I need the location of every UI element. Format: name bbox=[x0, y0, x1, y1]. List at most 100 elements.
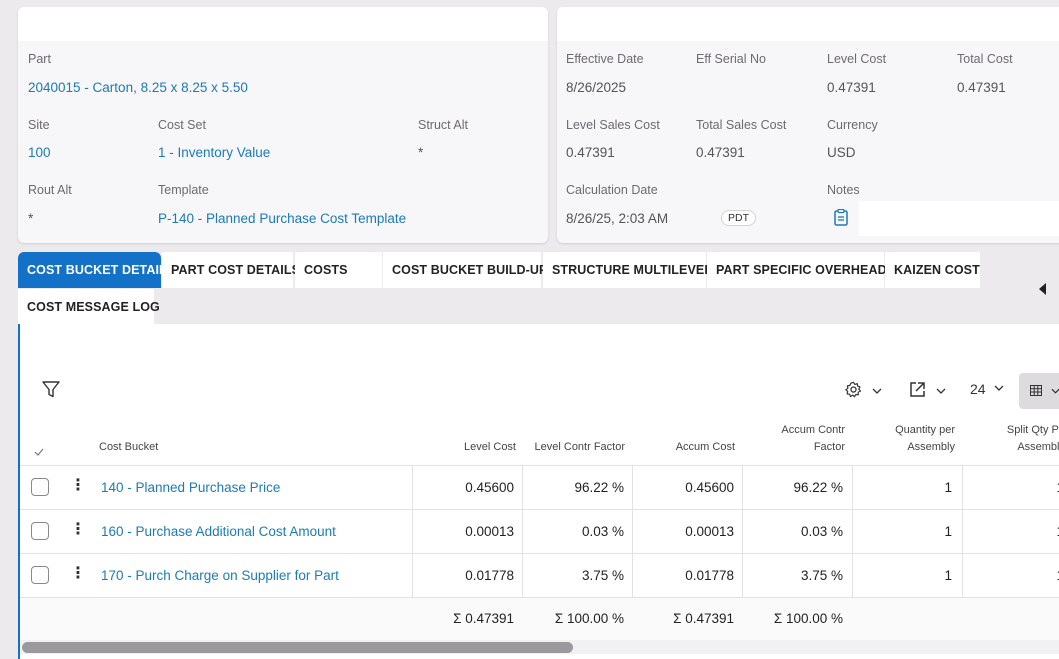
export-menu[interactable] bbox=[909, 381, 946, 401]
chevron-down-icon bbox=[1051, 388, 1059, 394]
horizontal-scrollbar-thumb[interactable] bbox=[22, 642, 573, 653]
table-row[interactable]: ⋮ 170 - Purch Charge on Supplier for Par… bbox=[20, 554, 1059, 597]
level-sales-cost-label: Level Sales Cost bbox=[566, 118, 660, 132]
quantity-per-assembly-cell: 1 bbox=[944, 524, 952, 539]
page-size-select[interactable]: 24 bbox=[970, 381, 1004, 397]
row-menu-icon[interactable]: ⋮ bbox=[70, 477, 86, 494]
col-divider bbox=[632, 465, 633, 641]
col-header-line: Factor bbox=[813, 441, 845, 453]
select-all-checkbox[interactable] bbox=[34, 444, 44, 459]
notes-label: Notes bbox=[827, 183, 860, 197]
filter-icon[interactable] bbox=[42, 381, 60, 401]
col-divider bbox=[962, 465, 963, 641]
template-link[interactable]: P-140 - Planned Purchase Cost Template bbox=[158, 211, 407, 226]
export-icon bbox=[910, 382, 925, 397]
tab-structure-multilevel[interactable]: STRUCTURE MULTILEVEL bbox=[543, 252, 712, 288]
chevron-down-icon bbox=[995, 385, 1004, 391]
part-link[interactable]: 2040015 - Carton, 8.25 x 8.25 x 5.50 bbox=[28, 80, 248, 95]
accum-contr-factor-total: Σ 100.00 % bbox=[773, 611, 843, 626]
tab-cost-message-log[interactable]: COST MESSAGE LOG bbox=[18, 289, 160, 325]
col-header-quantity-per-assembly[interactable]: Quantity per Assembly bbox=[854, 422, 955, 456]
tab-part-cost-details[interactable]: PART COST DETAILS bbox=[162, 252, 300, 288]
row-divider bbox=[20, 597, 1059, 598]
cost-bucket-link[interactable]: 160 - Purchase Additional Cost Amount bbox=[101, 524, 336, 539]
chevron-down-icon bbox=[872, 388, 882, 394]
col-header-level-contr-factor[interactable]: Level Contr Factor bbox=[534, 441, 625, 453]
table-row[interactable]: ⋮ 160 - Purchase Additional Cost Amount … bbox=[20, 510, 1059, 553]
accum-cost-total: Σ 0.47391 bbox=[673, 611, 734, 626]
col-divider bbox=[522, 465, 523, 641]
site-link[interactable]: 100 bbox=[28, 145, 51, 160]
level-cost-label: Level Cost bbox=[827, 52, 887, 66]
quantity-per-assembly-cell: 1 bbox=[944, 568, 952, 583]
settings-menu[interactable] bbox=[845, 381, 882, 401]
row-menu-icon[interactable]: ⋮ bbox=[70, 521, 86, 538]
calculation-date-value: 8/26/25, 2:03 AM bbox=[566, 211, 669, 226]
split-qty-cell: 1 bbox=[964, 568, 1059, 583]
row-divider bbox=[20, 465, 1059, 466]
row-divider bbox=[20, 509, 1059, 510]
effective-date-value: 8/26/2025 bbox=[566, 80, 627, 95]
tab-kaizen-cost[interactable]: KAIZEN COST bbox=[885, 252, 980, 288]
level-contr-factor-cell: 3.75 % bbox=[581, 568, 624, 583]
notes-field[interactable] bbox=[859, 201, 1059, 236]
accum-contr-factor-cell: 3.75 % bbox=[800, 568, 843, 583]
total-cost-label: Total Cost bbox=[957, 52, 1013, 66]
col-divider bbox=[742, 465, 743, 641]
accum-cost-cell: 0.00013 bbox=[685, 524, 734, 539]
level-contr-factor-total: Σ 100.00 % bbox=[554, 611, 624, 626]
scroll-left-icon[interactable] bbox=[1039, 283, 1047, 298]
cost-set-link[interactable]: 1 - Inventory Value bbox=[158, 145, 271, 160]
tab-part-specific-overheads[interactable]: PART SPECIFIC OVERHEADS bbox=[707, 252, 895, 288]
level-contr-factor-cell: 0.03 % bbox=[581, 524, 624, 539]
site-label: Site bbox=[28, 118, 50, 132]
level-cost-total: Σ 0.47391 bbox=[453, 611, 514, 626]
split-qty-cell: 1 bbox=[964, 480, 1059, 495]
col-header-cost-bucket[interactable]: Cost Bucket bbox=[99, 441, 159, 453]
col-header-accum-cost[interactable]: Accum Cost bbox=[675, 441, 735, 453]
tab-costs[interactable]: COSTS bbox=[295, 252, 382, 288]
rout-alt-value: * bbox=[28, 211, 34, 226]
page-size-value: 24 bbox=[970, 381, 986, 397]
row-menu-icon[interactable]: ⋮ bbox=[70, 565, 86, 582]
calculation-date-label: Calculation Date bbox=[566, 183, 658, 197]
currency-value: USD bbox=[827, 145, 856, 160]
table-icon bbox=[1030, 385, 1042, 396]
level-contr-factor-cell: 96.22 % bbox=[574, 480, 624, 495]
col-divider bbox=[412, 465, 413, 641]
col-header-level-cost[interactable]: Level Cost bbox=[464, 441, 516, 453]
total-cost-value: 0.47391 bbox=[957, 80, 1006, 95]
row-checkbox[interactable] bbox=[31, 478, 49, 496]
part-label: Part bbox=[28, 52, 51, 66]
struct-alt-label: Struct Alt bbox=[418, 118, 469, 132]
part-info-card: Part 2040015 - Carton, 8.25 x 8.25 x 5.5… bbox=[18, 7, 548, 243]
col-header-accum-contr-factor[interactable]: Accum Contr Factor bbox=[744, 422, 845, 456]
cost-bucket-link[interactable]: 170 - Purch Charge on Supplier for Part bbox=[101, 568, 339, 583]
row-checkbox[interactable] bbox=[31, 566, 49, 584]
table-row[interactable]: ⋮ 140 - Planned Purchase Price 0.45600 9… bbox=[20, 466, 1059, 509]
col-header-line: Assembly bbox=[907, 441, 955, 453]
notes-icon[interactable] bbox=[834, 208, 848, 229]
cost-bucket-panel: 24 Cost Bucket Level Cost Level Contr Fa… bbox=[18, 324, 1059, 659]
row-checkbox[interactable] bbox=[31, 522, 49, 540]
cost-bucket-link[interactable]: 140 - Planned Purchase Price bbox=[101, 480, 281, 495]
total-sales-cost-value: 0.47391 bbox=[696, 145, 745, 160]
tab-cost-bucket-build-up[interactable]: COST BUCKET BUILD-UP bbox=[383, 252, 547, 288]
tab-cost-bucket-detail[interactable]: COST BUCKET DETAIL bbox=[18, 252, 167, 288]
col-header-line: Assembly bbox=[1017, 441, 1059, 453]
level-sales-cost-value: 0.47391 bbox=[566, 145, 615, 160]
effective-date-label: Effective Date bbox=[566, 52, 644, 66]
total-sales-cost-label: Total Sales Cost bbox=[696, 118, 787, 132]
level-cost-cell: 0.00013 bbox=[465, 524, 514, 539]
col-header-split-qty-per-assembly[interactable]: Split Qty Pe Assembly bbox=[964, 422, 1059, 456]
quantity-per-assembly-cell: 1 bbox=[944, 480, 952, 495]
chevron-down-icon bbox=[936, 388, 946, 394]
col-divider bbox=[852, 465, 853, 641]
accum-cost-cell: 0.45600 bbox=[685, 480, 734, 495]
accum-contr-factor-cell: 0.03 % bbox=[800, 524, 843, 539]
table-view-toggle[interactable] bbox=[1019, 373, 1059, 409]
cost-set-label: Cost Set bbox=[158, 118, 206, 132]
currency-label: Currency bbox=[827, 118, 878, 132]
card-header bbox=[18, 7, 548, 41]
totals-row: Σ 0.47391 Σ 100.00 % Σ 0.47391 Σ 100.00 … bbox=[20, 598, 1059, 640]
